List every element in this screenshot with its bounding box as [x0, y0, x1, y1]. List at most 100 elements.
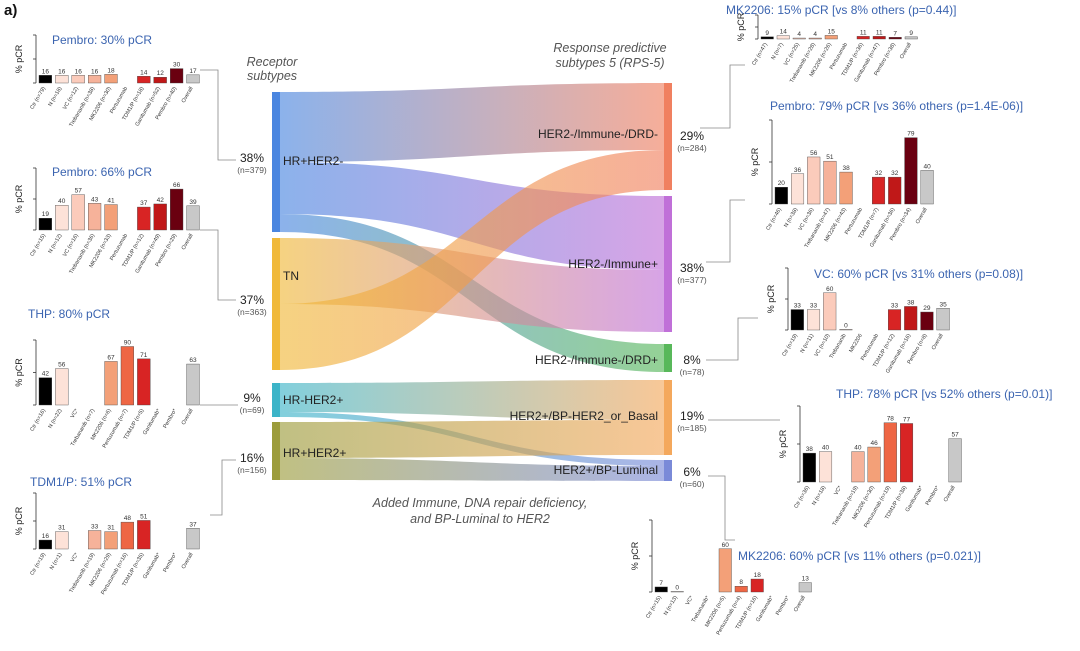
x-tick-label: N (n=38)	[783, 207, 799, 229]
x-tick-label: Pembro*	[925, 484, 941, 506]
bar-value-label: 35	[940, 301, 948, 308]
y-axis-label: % pCR	[630, 541, 640, 570]
y-axis-label: % pCR	[750, 147, 760, 176]
sankey-flow	[280, 83, 664, 162]
bar-value-label: 16	[58, 68, 66, 75]
bar-chart: Pembro: 30% pCR % pCR 16 Ctr (n=79) 16 N (n=1…	[14, 33, 200, 128]
bar-value-label: 17	[189, 68, 197, 75]
right-node-label: HER2+/BP-Luminal	[554, 463, 658, 477]
sankey-nodes	[272, 83, 672, 481]
bar	[71, 194, 85, 231]
bar	[718, 548, 732, 593]
bar	[790, 309, 804, 331]
right-node-pct: 29%	[680, 129, 704, 143]
bar-value-label: 40	[822, 445, 830, 452]
bar	[856, 36, 870, 40]
bar-value-label: 16	[42, 533, 50, 540]
x-tick-label: Ctr (n=15)	[29, 233, 47, 258]
x-tick-label: Pembro*	[775, 594, 791, 616]
bar-value-label: 37	[189, 521, 197, 528]
bar-value-label: 90	[124, 340, 132, 347]
bar	[169, 68, 184, 84]
bar-value-label: 33	[794, 303, 802, 310]
bar	[798, 582, 812, 593]
x-tick-label: N (n=18)	[48, 86, 64, 108]
bar	[819, 451, 833, 483]
y-axis-label: % pCR	[14, 506, 24, 535]
bar-value-label: 14	[780, 29, 788, 36]
left-node-n: (n=379)	[237, 165, 267, 175]
bar	[839, 171, 853, 205]
right-node-n: (n=60)	[680, 479, 705, 489]
left-header: Receptor	[247, 55, 299, 69]
x-tick-label: N (n=11)	[799, 333, 815, 354]
leader-line	[200, 229, 236, 301]
bar-value-label: 42	[157, 197, 165, 204]
x-tick-label: VC*	[70, 551, 81, 563]
x-tick-label: Overall	[931, 333, 945, 351]
sankey-flow	[280, 458, 664, 481]
bar-value-label: 63	[189, 357, 197, 364]
bar-value-label: 33	[91, 524, 99, 531]
bar	[153, 77, 167, 84]
bar	[153, 203, 167, 231]
left-header: subtypes	[247, 69, 297, 83]
bar-value-label: 33	[810, 303, 818, 310]
bar-value-label: 0	[675, 585, 679, 592]
right-node-pct: 19%	[680, 409, 704, 423]
x-tick-label: Ctr (n=16)	[29, 408, 47, 433]
x-tick-label: Overall	[915, 207, 929, 225]
bar	[904, 137, 918, 205]
x-tick-label: Pembro*	[162, 551, 178, 573]
bar-value-label: 19	[42, 211, 50, 218]
bar-value-label: 46	[871, 440, 879, 447]
sankey-flow	[280, 380, 664, 420]
right-node-n: (n=284)	[677, 143, 707, 153]
bar	[670, 591, 684, 593]
bar	[823, 292, 837, 331]
bar-chart: Pembro: 66% pCR % pCR 19 Ctr (n=15) 40 N (n=1…	[14, 165, 200, 275]
bar	[87, 75, 102, 84]
bar-chart: MK2206: 60% pCR [vs 11% others (p=0.021)…	[630, 519, 981, 636]
bar-value-label: 66	[173, 182, 181, 189]
bar	[802, 452, 816, 483]
bar	[872, 176, 886, 205]
x-tick-label: VC (n=16)	[62, 233, 80, 258]
right-node-n: (n=78)	[680, 367, 705, 377]
x-tick-label: VC (n=10)	[814, 333, 832, 358]
bar	[120, 346, 134, 406]
bar-chart: MK2206: 15% pCR [vs 8% others (p=0.44)]%…	[726, 3, 956, 84]
x-tick-label: VC (n=12)	[62, 86, 80, 111]
right-node-n: (n=377)	[677, 275, 707, 285]
bar-value-label: 51	[826, 154, 834, 161]
x-tick-label: Ctr (n=19)	[29, 552, 47, 577]
bar-value-label: 15	[828, 28, 836, 35]
right-header: Response predictive	[553, 41, 666, 55]
chart-title: THP: 80% pCR	[28, 307, 110, 321]
leader-line	[706, 199, 745, 263]
bar	[38, 539, 52, 550]
bar	[774, 186, 788, 205]
bar-value-label: 9	[909, 30, 913, 37]
left-node-pct: 37%	[240, 293, 264, 307]
bar-value-label: 4	[813, 31, 817, 38]
x-tick-label: MK2206	[848, 333, 863, 354]
leader-line	[708, 475, 735, 541]
bar-value-label: 60	[722, 542, 730, 549]
bar	[823, 160, 837, 205]
sankey-node-right	[664, 344, 672, 372]
bar-value-label: 67	[107, 354, 115, 361]
bar	[904, 306, 918, 331]
right-node-pct: 38%	[680, 261, 704, 275]
bar	[807, 309, 821, 331]
bar-value-label: 31	[58, 525, 66, 532]
left-node-label: TN	[283, 269, 299, 283]
bar	[791, 173, 805, 205]
bar	[851, 451, 865, 483]
y-axis-label: % pCR	[736, 12, 746, 41]
y-axis-label: % pCR	[766, 284, 776, 313]
bar-value-label: 36	[794, 167, 802, 174]
bar-value-label: 12	[157, 70, 165, 77]
bar	[87, 203, 102, 231]
